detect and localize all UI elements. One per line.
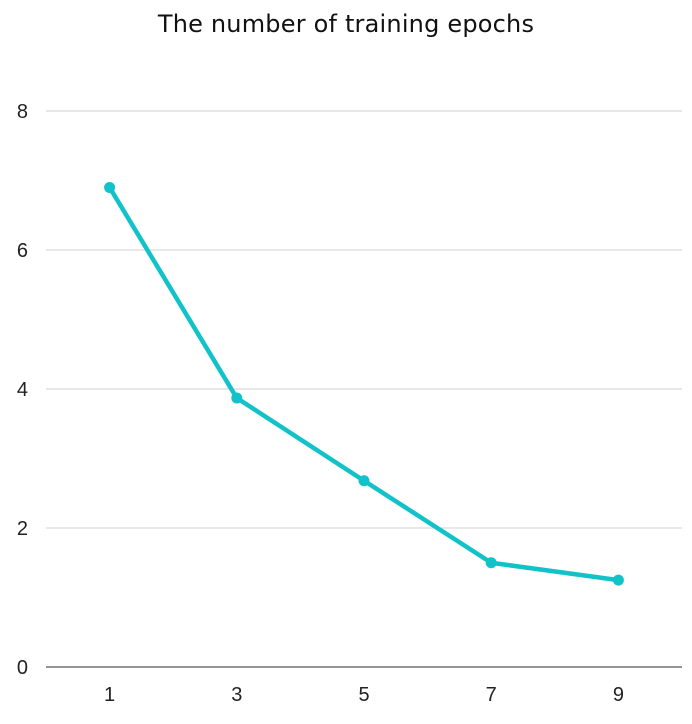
x-tick-label: 5	[358, 684, 369, 706]
y-tick-label: 2	[17, 518, 28, 540]
x-tick-label: 3	[231, 684, 242, 706]
x-tick-label: 1	[104, 684, 115, 706]
data-point	[104, 181, 116, 193]
data-point	[612, 574, 624, 586]
y-tick-label: 8	[17, 101, 28, 123]
x-tick-label: 9	[613, 684, 624, 706]
data-point	[485, 557, 497, 569]
y-tick-label: 0	[17, 657, 28, 679]
x-axis-ticks: 1 3 5 7 9	[104, 684, 624, 706]
y-tick-label: 6	[17, 240, 28, 262]
data-point	[358, 475, 370, 487]
series-line	[107, 185, 621, 583]
x-tick-label: 7	[486, 684, 497, 706]
y-axis-ticks: 0 2 4 6 8	[17, 101, 28, 679]
data-point	[231, 392, 243, 404]
gridlines	[46, 110, 682, 529]
series	[104, 181, 624, 586]
y-tick-label: 4	[17, 379, 28, 401]
chart-title: The number of training epochs	[157, 10, 535, 38]
